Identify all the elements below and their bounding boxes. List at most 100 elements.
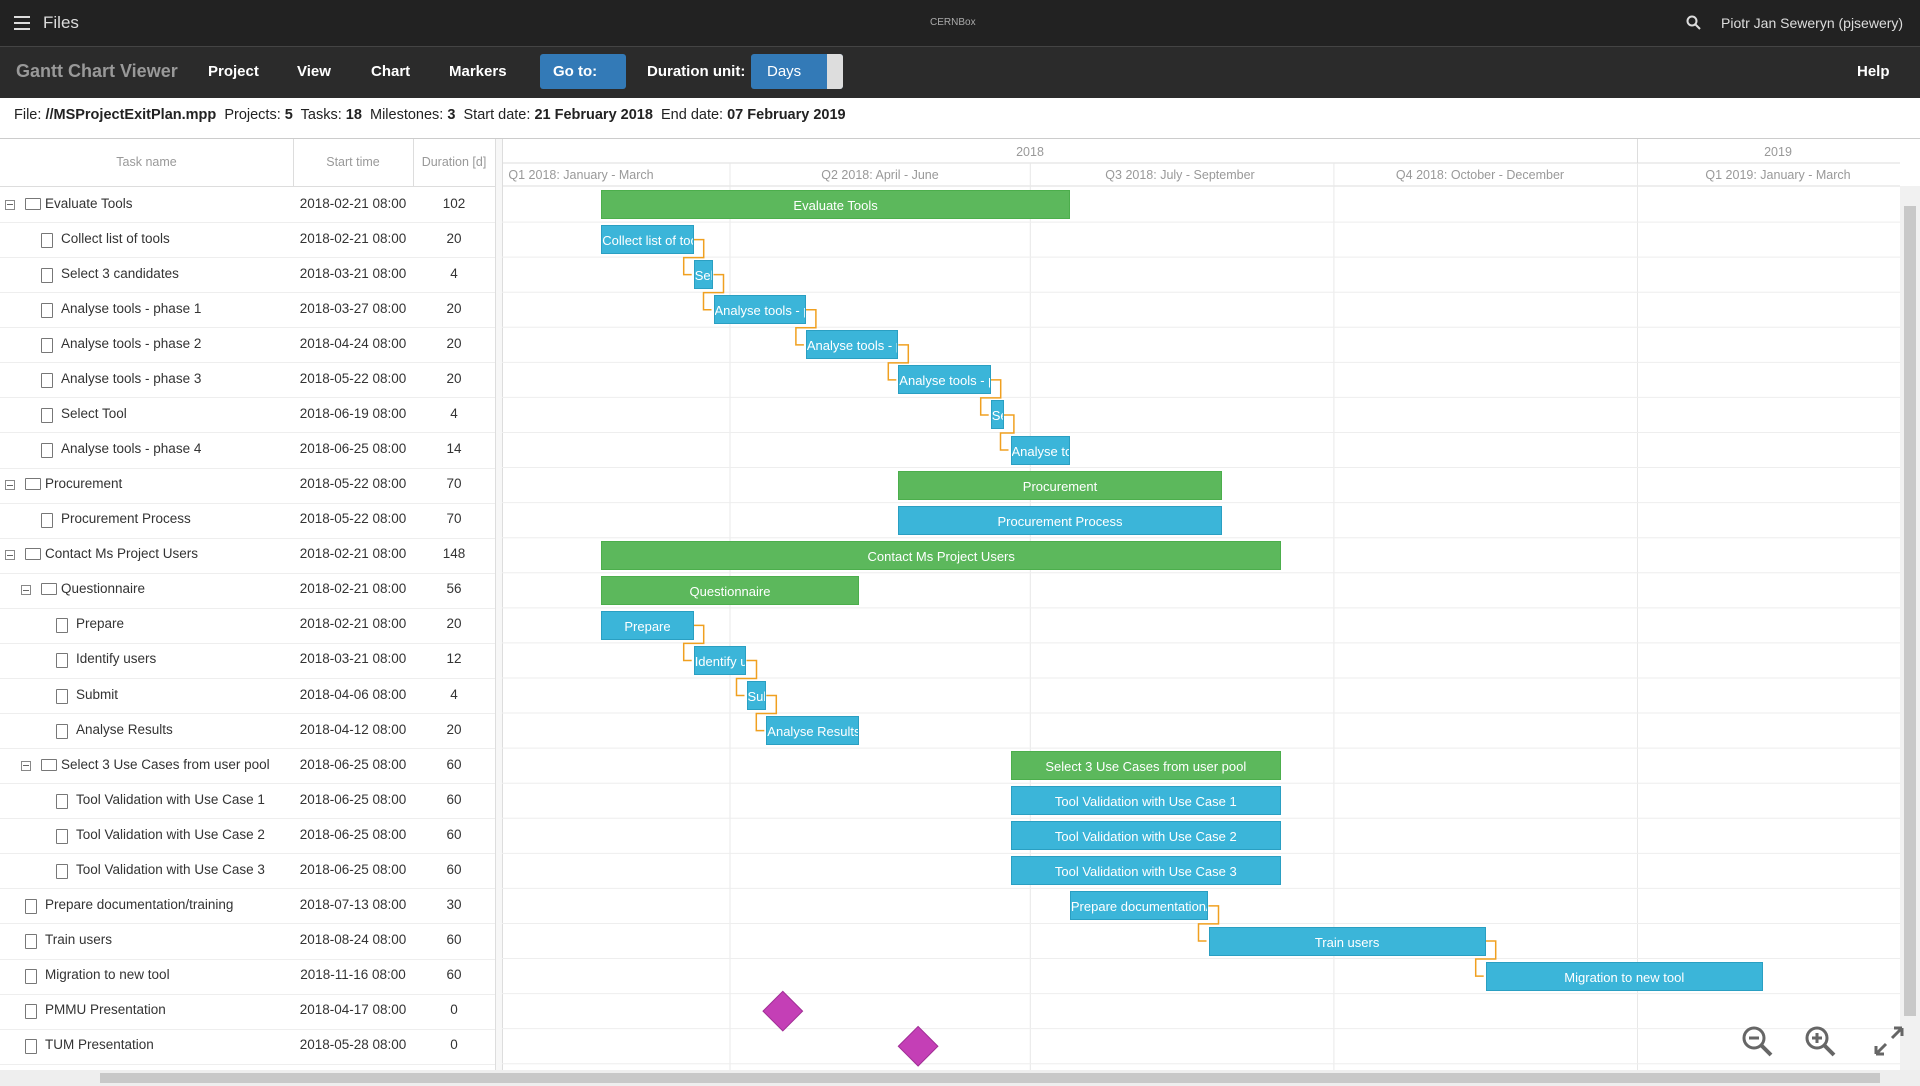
quarter-label: Q4 2018: October - December <box>1396 168 1564 182</box>
value: 3 <box>447 107 456 123</box>
row-line <box>0 1063 495 1065</box>
value: 5 <box>284 107 293 123</box>
collapse-toggle[interactable] <box>5 199 15 210</box>
duration: 102 <box>442 195 466 211</box>
gantt-bar: Analyse tools - phase 3 <box>898 365 991 395</box>
collapse-toggle[interactable] <box>5 480 15 491</box>
file-icon <box>56 793 68 809</box>
folder-icon <box>25 548 41 561</box>
label: Milestones: <box>369 107 444 123</box>
duration: 70 <box>446 476 462 492</box>
task-name: Select Tool <box>61 405 127 421</box>
duration-unit: Days <box>767 63 802 80</box>
menu[interactable]: View <box>297 63 331 80</box>
label: Tasks: <box>300 107 342 123</box>
menu[interactable]: Project <box>208 63 259 80</box>
dependency <box>979 379 1002 416</box>
milestone <box>762 990 804 1032</box>
collapse-toggle[interactable] <box>5 550 15 561</box>
start-time: 2018-04-24 08:00 <box>299 335 407 351</box>
duration: 14 <box>446 441 462 457</box>
start-time: 2018-11-16 08:00 <box>300 967 406 983</box>
files-link[interactable]: Files <box>43 13 79 32</box>
duration: 60 <box>446 826 462 842</box>
start-time: 2018-05-22 08:00 <box>299 476 407 492</box>
task-name: Prepare documentation/training <box>45 896 234 912</box>
label: Projects: <box>224 107 281 123</box>
start-time: 2018-02-21 08:00 <box>299 546 407 562</box>
goto-button[interactable]: Go to: <box>540 54 626 89</box>
file-icon <box>41 337 53 353</box>
file: //MSProjectExitPlan.mpp <box>45 107 217 123</box>
collapse-toggle[interactable] <box>21 760 31 771</box>
v-scrollbar[interactable] <box>1900 186 1920 1070</box>
menu[interactable]: Markers <box>449 63 507 80</box>
toolbar: Gantt Chart Viewer Project View Chart Ma… <box>0 46 1920 98</box>
user-menu[interactable]: Piotr Jan Seweryn (pjsewery) <box>1721 15 1904 31</box>
gantt-bar: Questionnaire <box>601 575 859 605</box>
info-bar: File: //MSProjectExitPlan.mpp Projects: … <box>0 97 1920 133</box>
duration: 30 <box>446 896 462 912</box>
gantt-bar: Select 3 candidates <box>693 260 714 290</box>
dependency <box>682 624 705 662</box>
start-time: 2018-06-19 08:00 <box>299 405 407 421</box>
row-line <box>0 432 495 434</box>
column-header: Duration [d] <box>413 139 496 187</box>
label: End date: <box>661 107 724 123</box>
start-time: 2018-04-17 08:00 <box>299 1002 407 1018</box>
brand[interactable]: CERNBox <box>930 17 976 28</box>
task-name: Analyse tools - phase 1 <box>61 300 202 316</box>
help-link[interactable]: Help <box>1857 63 1890 80</box>
duration: 60 <box>446 791 462 807</box>
dependency <box>1197 905 1220 942</box>
column-header: Task name <box>0 139 294 187</box>
file-icon <box>41 443 53 459</box>
start-time: 2018-05-22 08:00 <box>299 511 407 527</box>
start-time: 2018-03-21 08:00 <box>299 651 407 667</box>
start-time: 2018-03-27 08:00 <box>299 300 407 316</box>
zoom-control[interactable] <box>1740 1024 1774 1058</box>
start-time: 2018-02-21 08:00 <box>299 230 407 246</box>
menu-icon[interactable] <box>14 16 30 30</box>
row-line <box>0 572 495 574</box>
gantt-bar: Select Tool <box>990 400 1004 430</box>
duration: 0 <box>450 1002 458 1018</box>
menu[interactable]: Chart <box>371 63 411 80</box>
collapse-toggle[interactable] <box>21 585 31 596</box>
duration: 60 <box>446 756 462 772</box>
row-line <box>0 853 495 855</box>
task-name: Collect list of tools <box>61 230 170 246</box>
start-time: 2018-06-25 08:00 <box>299 791 407 807</box>
file-icon <box>41 513 53 529</box>
duration: 0 <box>450 1037 458 1053</box>
zoom-control[interactable] <box>1872 1024 1906 1058</box>
quarter-label: Q1 2018: January - March <box>508 168 653 182</box>
duration: 60 <box>446 932 462 947</box>
file-icon <box>56 618 68 634</box>
task-name: Select 3 candidates <box>61 265 179 281</box>
gantt-bar: Contact Ms Project Users <box>601 540 1282 570</box>
duration: 20 <box>446 230 462 246</box>
row-line <box>0 362 495 364</box>
gantt-bar: Procurement Process <box>898 505 1222 535</box>
gantt-bar: Tool Validation with Use Case 3 <box>1010 856 1282 886</box>
task-name: Tool Validation with Use Case 3 <box>76 861 265 877</box>
duration-unit-label: Duration unit: <box>647 63 746 80</box>
gantt-bar: Collect list of tools <box>601 225 694 255</box>
dependency <box>999 414 1015 451</box>
search-icon[interactable] <box>1686 15 1702 31</box>
duration-unit-select[interactable]: Days <box>751 54 843 89</box>
h-scrollbar[interactable] <box>0 1070 1920 1086</box>
folder-icon <box>25 478 41 491</box>
task-name: Migration to new tool <box>45 967 170 983</box>
start-time: 2018-06-25 08:00 <box>299 861 407 877</box>
start-time: 2018-02-21 08:00 <box>299 195 407 211</box>
task-name: Contact Ms Project Users <box>45 546 199 562</box>
value: 07 February 2019 <box>727 107 846 123</box>
file-icon <box>41 407 53 423</box>
value: 18 <box>345 107 362 123</box>
folder-icon <box>25 197 41 210</box>
task-name: Analyse Results <box>76 721 173 737</box>
start-time: 2018-06-25 08:00 <box>299 441 407 457</box>
zoom-control[interactable] <box>1803 1024 1837 1058</box>
